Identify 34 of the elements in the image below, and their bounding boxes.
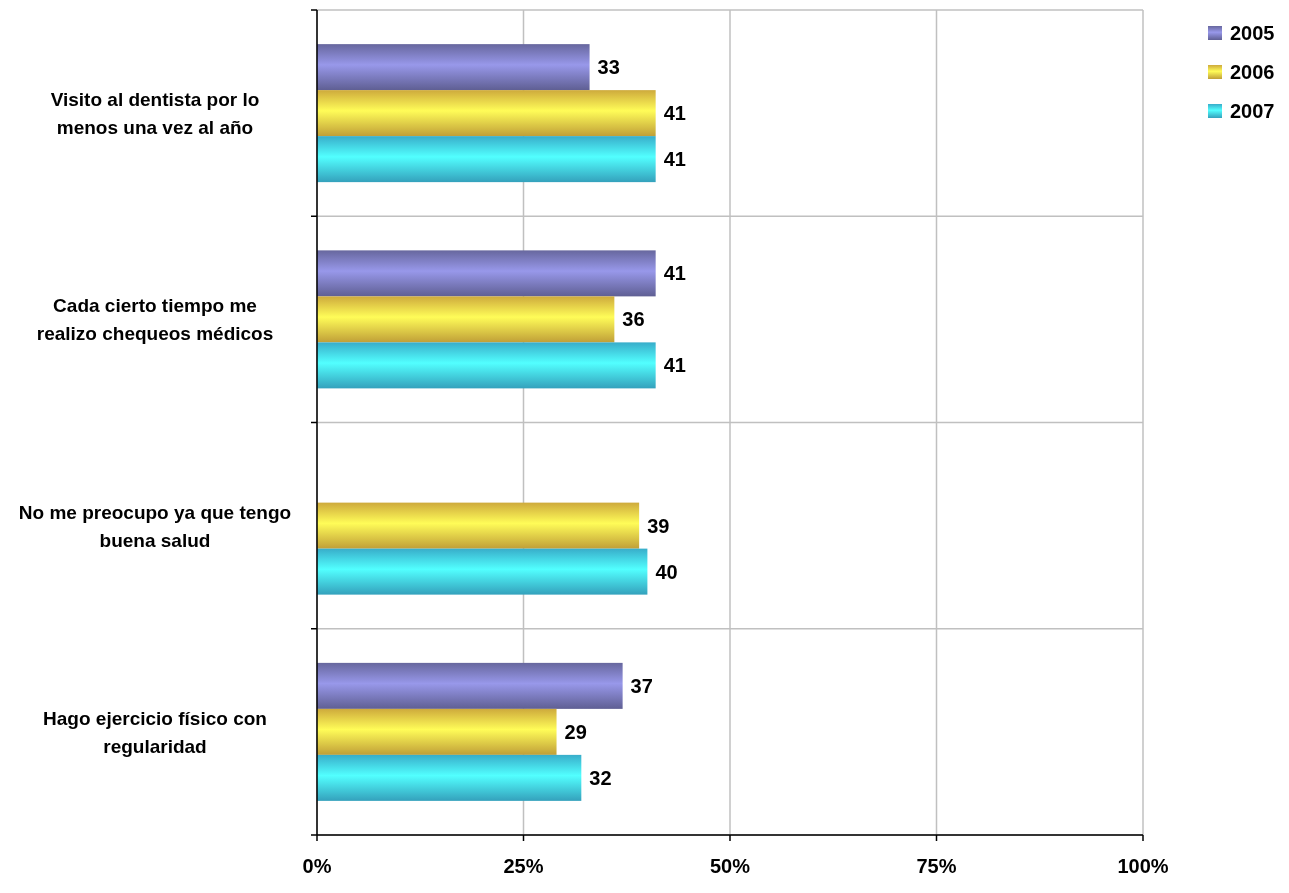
- y-tick-label: No me preocupo ya que tengo buena salud: [18, 501, 292, 551]
- bar: [317, 754, 582, 801]
- legend-label: 2006: [1230, 61, 1275, 83]
- x-tick-label: 100%: [1117, 855, 1169, 877]
- bar: [317, 502, 640, 549]
- y-tick-label: Hago ejercicio físico con regularidad: [43, 707, 267, 757]
- x-tick-label: 50%: [709, 855, 751, 877]
- bar: [317, 90, 656, 137]
- bar: [317, 342, 656, 389]
- legend-label: 2007: [1230, 100, 1275, 122]
- bar: [317, 136, 656, 183]
- bar: [317, 662, 623, 709]
- data-label: 39: [647, 514, 670, 537]
- bar: [317, 250, 656, 297]
- bar: [317, 44, 590, 91]
- legend-label: 2005: [1230, 22, 1275, 44]
- data-label: 41: [663, 354, 686, 377]
- data-label: 36: [622, 308, 645, 331]
- data-label: 37: [630, 674, 653, 697]
- data-label: 41: [663, 148, 686, 171]
- data-label: 40: [655, 560, 678, 583]
- x-tick-label: 25%: [503, 855, 544, 877]
- data-label: 29: [564, 720, 587, 743]
- bar: [317, 548, 648, 595]
- bar: [317, 296, 615, 343]
- x-tick-label: 0%: [302, 855, 332, 877]
- x-tick-label: 75%: [916, 855, 957, 877]
- y-tick-label: Visito al dentista por lo menos una vez al año: [50, 89, 260, 139]
- data-label: 33: [597, 56, 620, 79]
- bar: [317, 708, 557, 755]
- data-label: 32: [589, 766, 612, 789]
- data-label: 41: [663, 102, 686, 125]
- y-tick-label: Cada cierto tiempo me realizo chequeos médicos: [36, 295, 274, 345]
- data-label: 41: [663, 262, 686, 285]
